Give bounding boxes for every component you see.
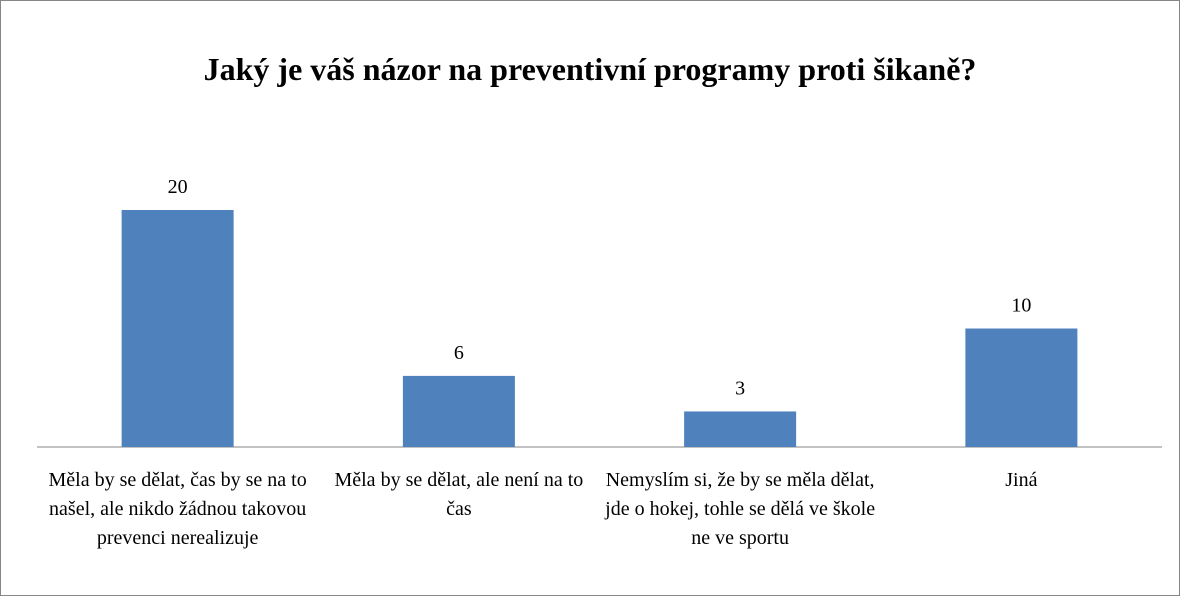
x-tick-label: Měla by se dělat, čas by se na to našel,… (48, 469, 307, 549)
bar (121, 210, 234, 447)
data-label: 20 (168, 176, 188, 198)
bar (684, 411, 797, 447)
data-label: 6 (454, 342, 464, 364)
data-label: 3 (735, 377, 745, 399)
x-tick-label: Nemyslím si, že by se měla dělat, jde o … (605, 469, 876, 549)
chart-title: Jaký je váš názor na preventivní program… (204, 51, 977, 87)
x-tick-label: Jiná (1005, 469, 1038, 491)
x-tick-label: Měla by se dělat, ale není na to čas (334, 469, 584, 520)
data-label: 10 (1011, 295, 1031, 317)
bar (965, 328, 1078, 447)
bar (402, 375, 515, 447)
